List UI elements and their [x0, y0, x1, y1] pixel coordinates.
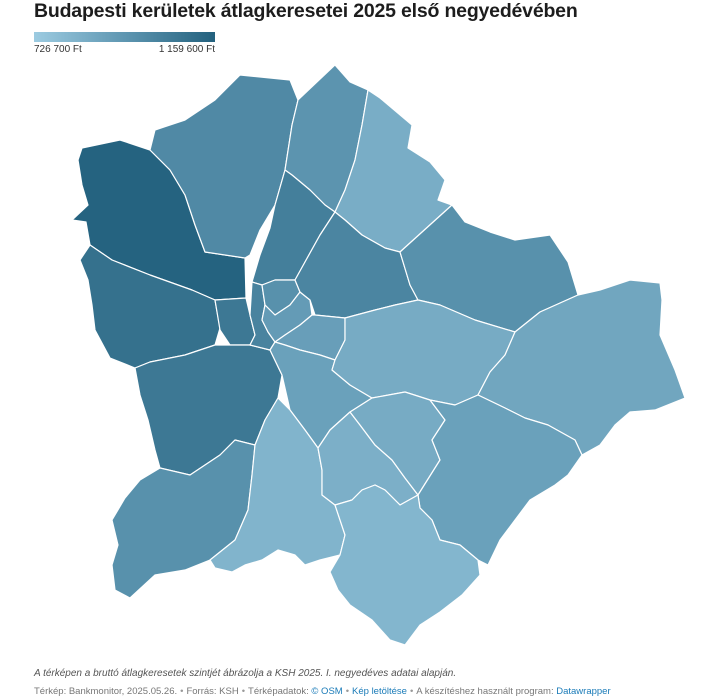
footer-separator: •: [241, 686, 246, 697]
footer-separator: •: [345, 686, 350, 697]
district-xviii[interactable]: [417, 394, 583, 566]
district-xxii[interactable]: [111, 439, 256, 599]
district-i[interactable]: [214, 297, 256, 346]
legend-max-label: 1 159 600 Ft: [158, 44, 215, 55]
district-xxiii[interactable]: [329, 484, 481, 646]
legend-gradient-bar: [34, 32, 215, 42]
legend-labels: 726 700 Ft 1 159 600 Ft: [34, 44, 215, 58]
footer-map-data-prefix: Térképadatok:: [248, 686, 309, 697]
datawrapper-link[interactable]: Datawrapper: [556, 686, 611, 697]
osm-link[interactable]: © OSM: [311, 686, 343, 697]
footer-source: Forrás: KSH: [186, 686, 239, 697]
legend-min-label: 726 700 Ft: [34, 44, 82, 55]
footer-tool-prefix: A készítéshez használt program:: [416, 686, 554, 697]
choropleth-map: [0, 60, 707, 660]
footer-separator: •: [409, 686, 414, 697]
district-xxi[interactable]: [209, 397, 346, 573]
map-footer: Térkép: Bankmonitor, 2025.05.26. • Forrás:…: [34, 686, 611, 697]
download-image-link[interactable]: Kép letöltése: [352, 686, 407, 697]
color-legend: 726 700 Ft 1 159 600 Ft: [34, 32, 215, 58]
map-title: Budapesti kerületek átlagkeresetei 2025 …: [34, 0, 578, 22]
footer-separator: •: [180, 686, 184, 697]
footer-map-credit: Térkép: Bankmonitor, 2025.05.26.: [34, 686, 178, 697]
map-caption: A térképen a bruttó átlagkeresetek szint…: [34, 668, 457, 679]
district-map-svg: [71, 64, 686, 646]
